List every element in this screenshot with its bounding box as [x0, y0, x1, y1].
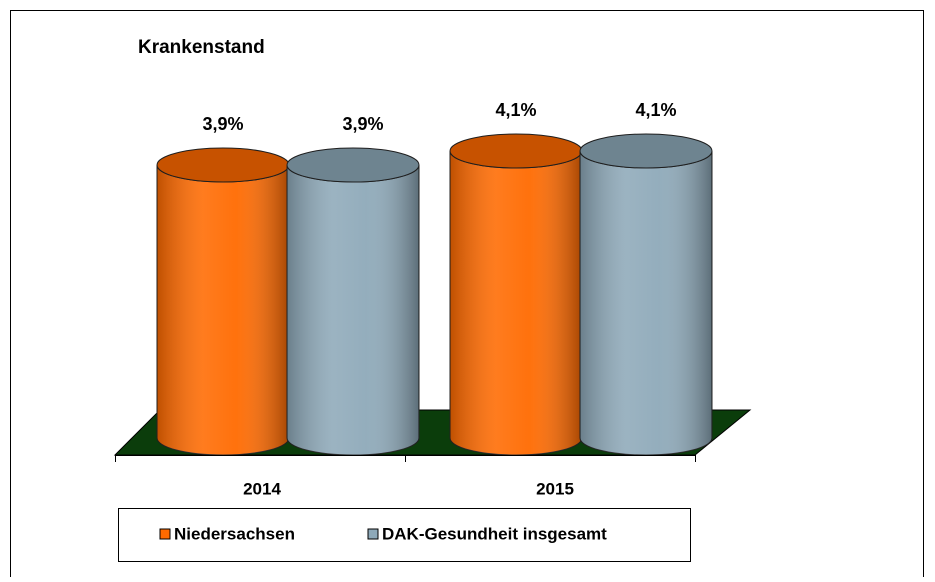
- cylinder-shade: [580, 151, 712, 455]
- value-label: 4,1%: [635, 100, 676, 120]
- cylinder-top-shade: [157, 148, 289, 182]
- legend-label: Niedersachsen: [174, 524, 295, 543]
- x-tick-label: 2015: [536, 479, 574, 498]
- legend-swatch: [367, 528, 379, 540]
- x-tick-label: 2014: [243, 479, 281, 498]
- value-label: 3,9%: [202, 114, 243, 134]
- cylinder-top-shade: [287, 148, 419, 182]
- legend-label: DAK-Gesundheit insgesamt: [382, 524, 607, 543]
- legend-swatch: [159, 528, 171, 540]
- chart-title: Krankenstand: [138, 37, 265, 58]
- cylinder-top-shade: [580, 134, 712, 168]
- cylinder-top: [579, 133, 713, 169]
- cylinder-shade: [157, 165, 289, 455]
- cylinder-shade: [287, 165, 419, 455]
- legend: [118, 508, 691, 562]
- plot-area: [156, 133, 713, 456]
- value-label: 4,1%: [495, 100, 536, 120]
- cylinder-shade: [450, 151, 582, 455]
- legend-items: Niedersachsen DAK-Gesundheit insgesamt: [159, 524, 607, 543]
- cylinder-top-shade: [450, 134, 582, 168]
- cylinder-top: [286, 147, 420, 183]
- value-label: 3,9%: [342, 114, 383, 134]
- chart-frame: [10, 10, 924, 582]
